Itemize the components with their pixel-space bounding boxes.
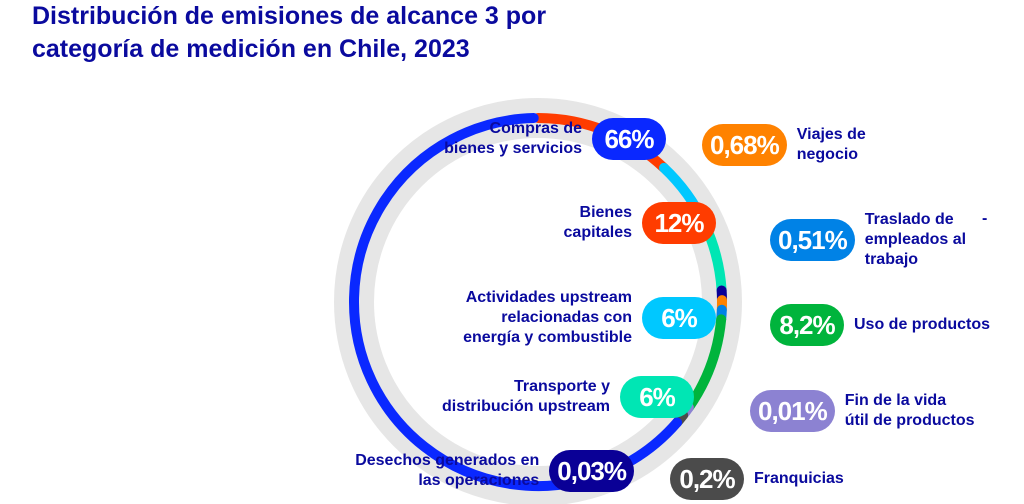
percent-badge: 8,2% [770,304,844,346]
category-label: Viajes de negocio [796,126,866,163]
category-label: Franquicias [754,470,844,487]
percent-badge: 6% [620,376,694,418]
percent-badge: 66% [592,118,666,160]
legend-item: 0,01% Fin de la vida útil de productos [750,390,975,432]
percent-badge: 0,01% [750,390,835,432]
category-label: Uso de productos [854,316,991,333]
legend-item: Transporte y distribución upstream 6% [442,376,694,418]
category-label: Desechos generados en las operaciones [355,452,540,489]
legend-item: 0,68% Viajes de negocio [702,124,866,166]
chart-title: Distribución de emisiones de alcance 3 p… [32,2,547,63]
percent-badge: 0,68% [702,124,787,166]
category-label: Transporte y distribución upstream [441,378,610,415]
legend-item: 0,2% Franquicias [670,458,844,500]
stray-dash: - [982,210,988,227]
percent-badge: 0,03% [549,450,634,492]
legend-item: 0,51% Traslado de empleados al trabajo [770,210,966,270]
legend-item: Compras de bienes y servicios 66% [444,118,666,160]
category-label: Compras de bienes y servicios [444,120,582,157]
legend-item: Desechos generados en las operaciones 0,03… [355,450,634,492]
legend-item: 8,2% Uso de productos [770,304,990,346]
category-label: Actividades upstream relacionadas con ener… [463,289,632,346]
percent-badge: 0,51% [770,219,855,261]
legend-item: Bienes capitales 12% [564,202,716,244]
category-label: Fin de la vida útil de productos [844,392,975,429]
percent-badge: 12% [642,202,716,244]
category-label: Traslado de empleados al trabajo [864,211,967,268]
category-label: Bienes capitales [563,204,632,241]
legend-item: Actividades upstream relacionadas con ener… [463,288,716,348]
percent-badge: 0,2% [670,458,744,500]
percent-badge: 6% [642,297,716,339]
